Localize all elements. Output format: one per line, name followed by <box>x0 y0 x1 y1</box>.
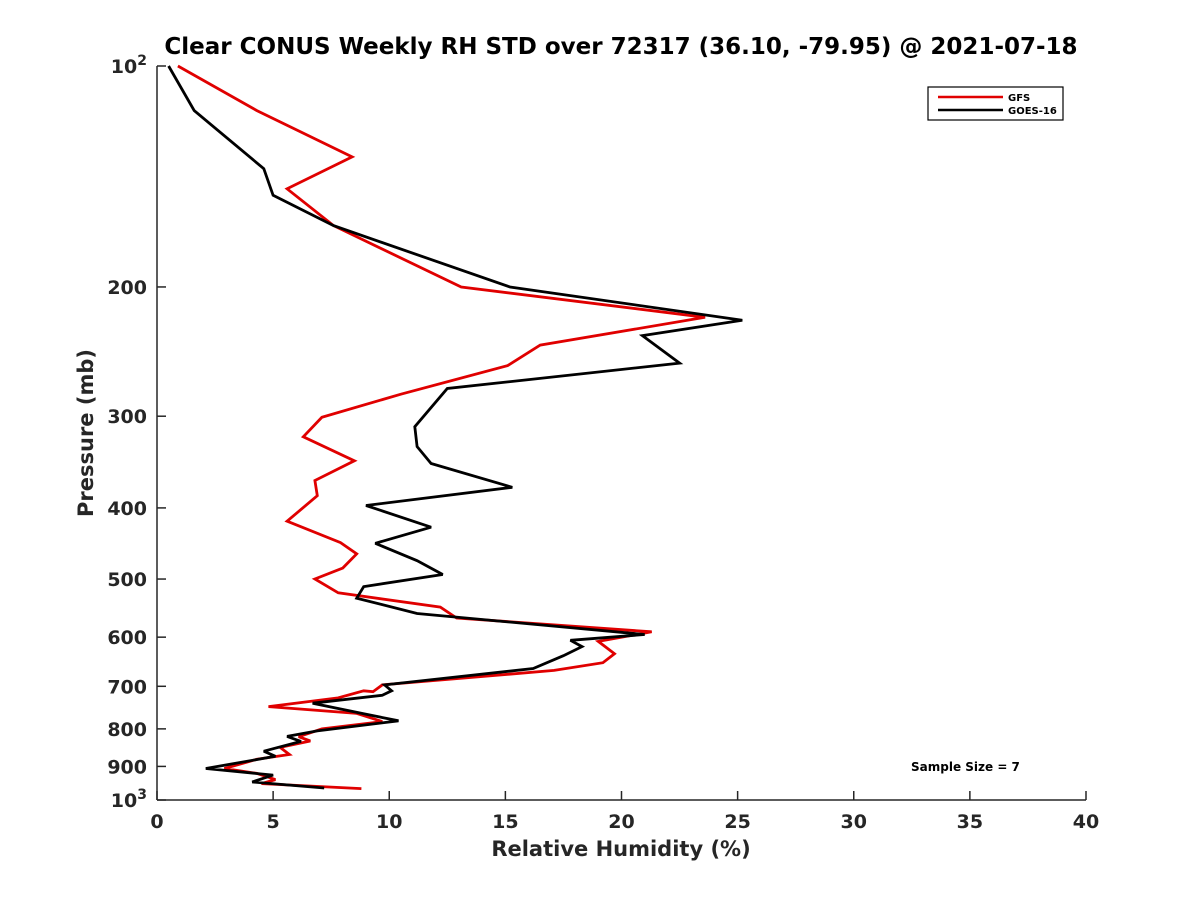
sample-size-annotation: Sample Size = 7 <box>911 760 1020 774</box>
series-line-gfs <box>177 64 706 790</box>
x-axis-label: Relative Humidity (%) <box>491 837 750 861</box>
y-tick-label: 800 <box>107 719 147 741</box>
y-tick-label: 200 <box>107 277 147 299</box>
x-tick-label: 25 <box>724 811 750 833</box>
chart-title: Clear CONUS Weekly RH STD over 72317 (36… <box>164 34 1077 60</box>
y-tick-label: 400 <box>107 498 147 520</box>
y-tick-label: 900 <box>107 756 147 778</box>
series-line-goes16 <box>167 65 743 790</box>
x-tick-label: 35 <box>957 811 983 833</box>
legend: GFS GOES-16 <box>927 86 1064 121</box>
legend-label-gfs: GFS <box>1008 93 1030 104</box>
y-axis-label: Pressure (mb) <box>74 349 98 517</box>
x-tick-label: 15 <box>492 811 518 833</box>
legend-label-goes16: GOES-16 <box>1008 106 1057 117</box>
y-tick-label: 102 <box>111 53 147 78</box>
series-layer <box>167 64 743 790</box>
x-tick-label: 30 <box>841 811 867 833</box>
y-tick-label: 103 <box>111 787 147 812</box>
x-tick-label: 5 <box>267 811 280 833</box>
x-tick-label: 0 <box>150 811 163 833</box>
x-tick-label: 20 <box>608 811 634 833</box>
axes: 0 5 10 15 20 25 30 35 40 102 200 300 400 500 600 700 800… <box>107 53 1099 833</box>
y-tick-label: 500 <box>107 569 147 591</box>
y-tick-label: 600 <box>107 627 147 649</box>
legend-box <box>927 86 1064 121</box>
y-tick-label: 700 <box>107 676 147 698</box>
y-tick-label: 300 <box>107 406 147 428</box>
x-tick-label: 10 <box>376 811 402 833</box>
x-tick-label: 40 <box>1073 811 1099 833</box>
